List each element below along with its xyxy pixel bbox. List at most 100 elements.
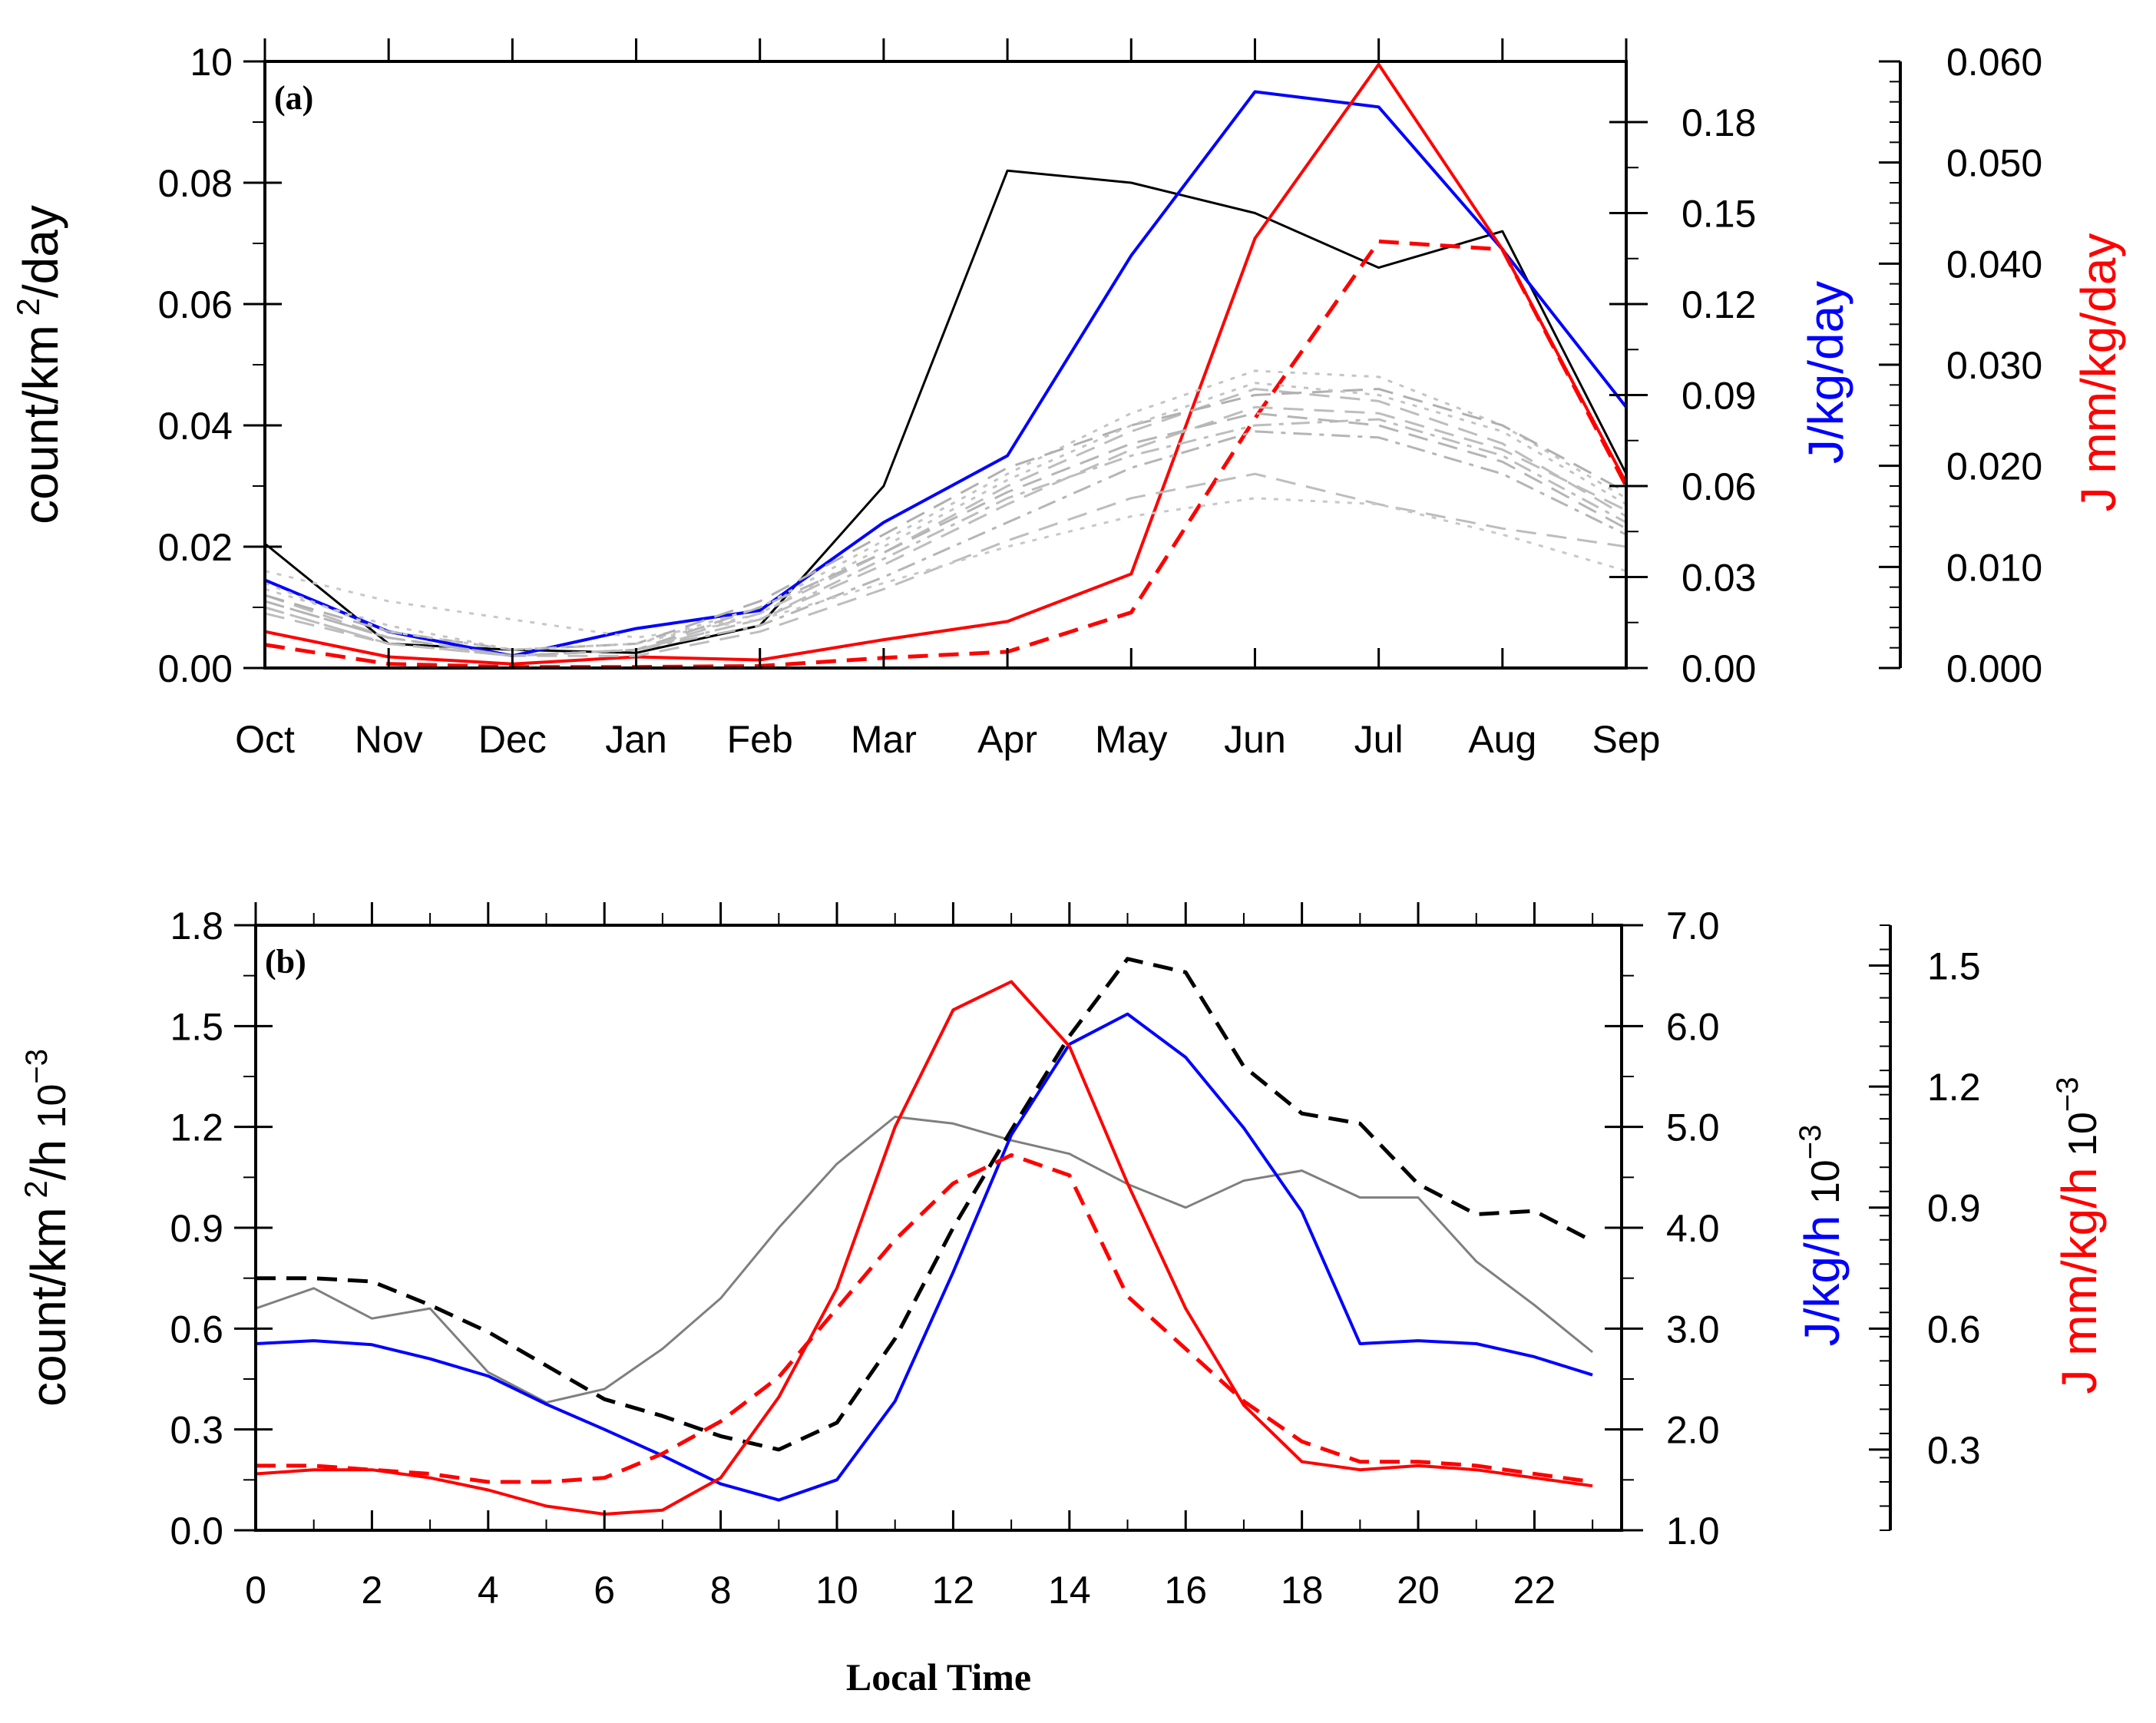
left-tick-label: 0.04 (158, 405, 233, 448)
x-tick-label: Dec (478, 718, 547, 761)
x-tick-label: Sep (1592, 718, 1661, 761)
x-tick-label: Feb (727, 718, 793, 761)
right1-tick-label: 0.09 (1681, 375, 1756, 418)
left-tick-label: 0.0 (170, 1510, 223, 1553)
left-tick-label: 0.08 (158, 162, 233, 205)
left-tick-label: 0.6 (170, 1308, 223, 1351)
x-tick-label: 10 (815, 1569, 858, 1612)
left-tick-label: 1.8 (170, 904, 223, 947)
left-tick-label: 0.9 (170, 1207, 223, 1250)
x-tick-label: Mar (851, 718, 917, 761)
series-line-blue-j-kg-day- (265, 90, 1626, 658)
series-line-red-dashed-j-mm-kg-day- (265, 239, 1626, 670)
right2-tick-label: 0.000 (1946, 647, 2042, 690)
x-tick-label: Apr (977, 718, 1037, 761)
x-tick-label: 20 (1397, 1569, 1440, 1612)
right1-tick-label: 0.03 (1681, 557, 1756, 600)
series-group (256, 957, 1594, 1516)
panel-label: (a) (274, 79, 313, 117)
series-line-black-dashed-count- (256, 957, 1594, 1452)
x-tick-label: Jun (1224, 718, 1286, 761)
right2-tick-label: 1.5 (1927, 945, 1981, 988)
x-tick-label: May (1095, 718, 1167, 761)
panel-a: Oct Nov Dec Jan Feb Mar Apr May Jun Jul Aug Sep 0.00… (10, 38, 2126, 761)
left-axis: 0.0 0.3 0.6 0.9 1.2 1.5 1.8 count/km 2/h 10−3 (18, 904, 273, 1553)
right1-axis-title: J/kg/day (1798, 281, 1853, 464)
series-line-gray-solid-count- (256, 1116, 1594, 1404)
series-line-blue-j-kg-h- (256, 1012, 1593, 1502)
series-line-ensemble-10 (265, 412, 1626, 657)
x-axis: Oct Nov Dec Jan Feb Mar Apr May Jun Jul Aug Sep (235, 38, 1660, 761)
series-line-red-solid-j-mm-kg-day- (265, 62, 1626, 666)
left-axis-title: count/km 2/h 10−3 (18, 1049, 76, 1407)
right1-tick-label: 0.00 (1681, 647, 1756, 690)
right2-tick-label: 0.9 (1927, 1187, 1981, 1230)
right2-tick-label: 1.2 (1927, 1066, 1981, 1109)
right-axis-2: 0.3 0.6 0.9 1.2 1.5 J mm/kg/h 10−3 (1869, 924, 2107, 1531)
right1-tick-label: 2.0 (1666, 1409, 1720, 1452)
series-line-red-dashed-j-mm-kg-h- (256, 1153, 1593, 1484)
right1-tick-label: 1.0 (1666, 1510, 1720, 1553)
left-tick-label: 0.06 (158, 283, 233, 326)
x-tick-label: 12 (932, 1569, 975, 1612)
left-tick-label: 1.5 (170, 1005, 223, 1048)
left-axis: 0.00 0.02 0.04 0.06 0.08 10 count/km 2/day (10, 41, 282, 690)
series-line-ensemble-1 (265, 405, 1626, 657)
left-tick-label: 1.2 (170, 1106, 223, 1149)
right1-axis-title: J/kg/h 10−3 (1794, 1125, 1850, 1347)
x-axis-title: Local Time (846, 1655, 1031, 1698)
right2-tick-label: 0.040 (1946, 243, 2042, 286)
x-tick-label: 18 (1281, 1569, 1324, 1612)
series-line-ensemble-8 (265, 418, 1626, 657)
x-tick-label: 14 (1048, 1569, 1091, 1612)
right1-tick-label: 0.12 (1681, 283, 1756, 326)
x-tick-label: Jul (1354, 718, 1404, 761)
plot-frame (254, 924, 1623, 1532)
x-axis: 0 2 4 6 8 10 12 14 16 18 20 22 Local Time (245, 902, 1594, 1698)
x-tick-label: 6 (594, 1569, 615, 1612)
right1-tick-label: 4.0 (1666, 1207, 1720, 1250)
series-line-red-solid-j-mm-kg-h- (256, 980, 1593, 1516)
right1-tick-label: 0.15 (1681, 193, 1756, 236)
right1-tick-label: 7.0 (1666, 904, 1720, 947)
x-tick-label: Oct (235, 718, 295, 761)
series-group (265, 62, 1626, 670)
right2-tick-label: 0.020 (1946, 445, 2042, 488)
series-line-lightning-density-black- (265, 169, 1626, 654)
x-tick-label: 8 (710, 1569, 732, 1612)
right2-axis-title: J mm/kg/day (2071, 233, 2126, 512)
x-tick-label: 2 (361, 1569, 382, 1612)
x-tick-label: 16 (1164, 1569, 1207, 1612)
left-tick-label: 10 (190, 41, 233, 84)
right1-tick-label: 5.0 (1666, 1106, 1720, 1149)
right2-tick-label: 0.050 (1946, 142, 2042, 185)
right-axis-1: 1.0 2.0 3.0 4.0 5.0 6.0 7.0 J/kg/h 10−3 (1605, 904, 1850, 1553)
series-line-ensemble-9 (265, 382, 1626, 651)
panel-label: (b) (265, 943, 306, 981)
x-tick-label: 0 (245, 1569, 266, 1612)
x-tick-label: 4 (478, 1569, 499, 1612)
x-tick-label: Nov (355, 718, 423, 761)
right2-axis-title: J mm/kg/h 10−3 (2051, 1076, 2107, 1394)
right-axis-1: 0.00 0.03 0.06 0.09 0.12 0.15 0.18 J/kg/day (1609, 101, 1853, 690)
right-axis-2: 0.000 0.010 0.020 0.030 0.040 0.050 0.060 J mm/… (1879, 41, 2126, 690)
right2-tick-label: 0.6 (1927, 1308, 1981, 1351)
right1-tick-label: 6.0 (1666, 1005, 1720, 1048)
right1-tick-label: 0.18 (1681, 101, 1756, 144)
right1-tick-label: 3.0 (1666, 1308, 1720, 1351)
right2-tick-label: 0.3 (1927, 1429, 1981, 1472)
x-tick-label: Aug (1468, 718, 1536, 761)
right1-tick-label: 0.06 (1681, 465, 1756, 508)
plot-frame (263, 60, 1628, 670)
series-line-ensemble-3 (265, 369, 1626, 651)
right2-tick-label: 0.060 (1946, 41, 2042, 84)
right2-tick-label: 0.030 (1946, 344, 2042, 387)
left-tick-label: 0.3 (170, 1409, 223, 1452)
x-tick-label: Jan (605, 718, 667, 761)
left-tick-label: 0.00 (158, 647, 233, 690)
right2-tick-label: 0.010 (1946, 546, 2042, 589)
left-axis-title: count/km 2/day (10, 205, 68, 524)
series-line-ensemble-6 (265, 497, 1626, 639)
